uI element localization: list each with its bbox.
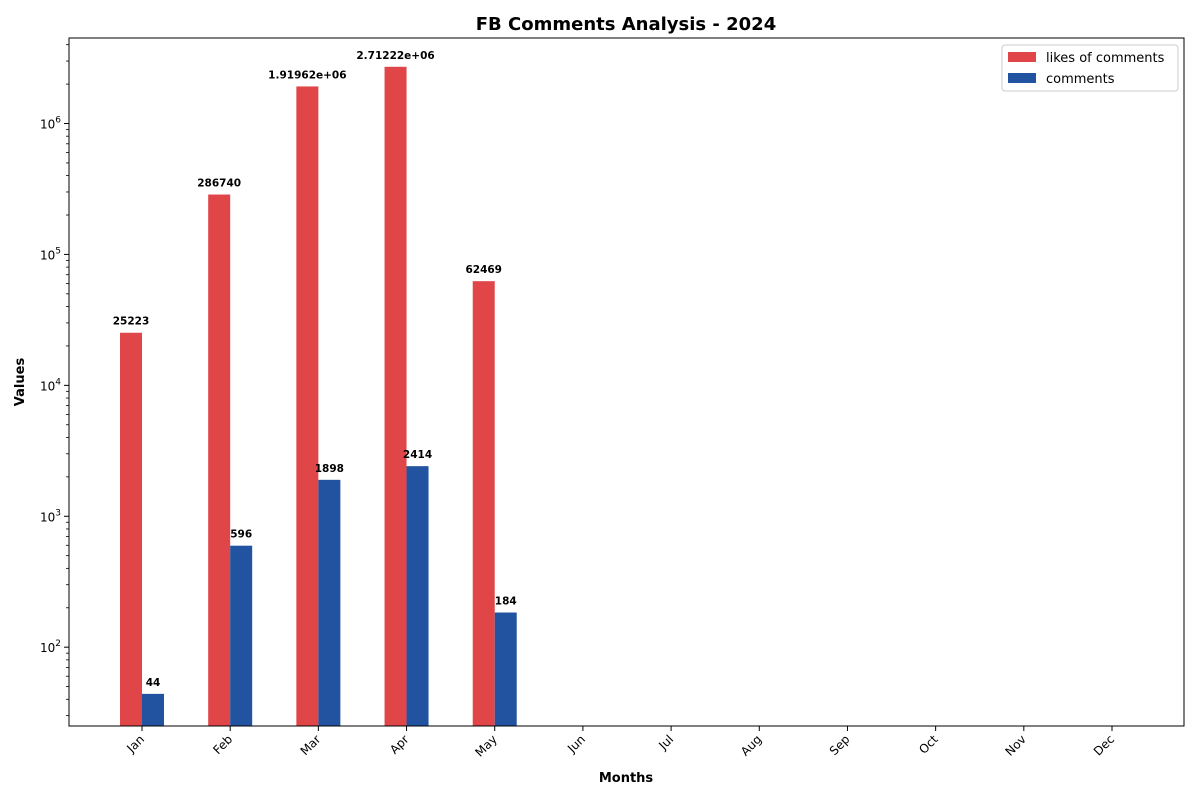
data-label-likes-jan: 25223 [113, 316, 150, 328]
y-tick-label: 104 [40, 377, 61, 393]
bar-likes-may [472, 281, 495, 726]
data-label-likes-apr: 2.71222e+06 [356, 50, 434, 62]
legend-swatch-likes [1008, 52, 1036, 62]
bar-comments-may [494, 612, 517, 726]
data-label-comments-apr: 2414 [403, 449, 432, 461]
data-label-comments-jan: 44 [146, 677, 161, 689]
bar-comments-feb [230, 545, 253, 726]
bar-comments-apr [406, 466, 429, 726]
y-tick-label: 106 [40, 116, 61, 132]
data-label-comments-feb: 596 [230, 529, 252, 541]
data-label-comments-may: 184 [495, 596, 517, 608]
legend-box [1001, 44, 1179, 92]
y-tick-label: 102 [40, 639, 61, 655]
bar-likes-apr [384, 66, 407, 726]
legend-swatch-comments [1008, 73, 1036, 83]
y-tick-label: 105 [40, 246, 61, 262]
bar-likes-jan [120, 332, 142, 726]
data-label-comments-mar: 1898 [315, 463, 344, 475]
data-label-likes-mar: 1.91962e+06 [268, 69, 346, 81]
data-labels-group: 25223 286740 1.91962e+06 2.71222e+06 62469 44… [113, 50, 517, 689]
bar-comments-mar [318, 479, 341, 726]
chart-title: FB Comments Analysis - 2024 [476, 14, 776, 35]
x-axis-label: Months [599, 771, 654, 786]
legend: likes of comments comments [1001, 44, 1179, 92]
bar-comments-jan [142, 693, 164, 726]
y-axis-label: Values [13, 358, 28, 407]
y-tick-label: 103 [40, 508, 61, 524]
bar-likes-mar [296, 86, 319, 727]
plot-frame [68, 37, 1185, 727]
bar-likes-feb [208, 194, 231, 726]
data-label-likes-may: 62469 [465, 264, 502, 276]
legend-label-comments: comments [1046, 72, 1115, 87]
legend-label-likes: likes of comments [1046, 51, 1165, 66]
bars-group [120, 66, 517, 727]
data-label-likes-feb: 286740 [197, 178, 241, 190]
